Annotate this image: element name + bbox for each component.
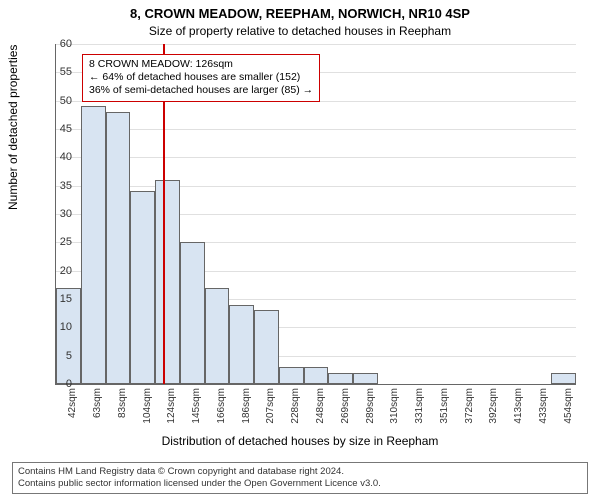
y-tick-label: 5 bbox=[52, 350, 72, 362]
y-tick-label: 50 bbox=[52, 95, 72, 107]
x-tick-label: 269sqm bbox=[340, 388, 351, 428]
x-tick-label: 63sqm bbox=[92, 388, 103, 428]
x-tick-label: 454sqm bbox=[563, 388, 574, 428]
x-tick-label: 104sqm bbox=[142, 388, 153, 428]
x-tick-label: 124sqm bbox=[166, 388, 177, 428]
x-tick-label: 289sqm bbox=[365, 388, 376, 428]
x-tick-label: 331sqm bbox=[414, 388, 425, 428]
x-tick-label: 433sqm bbox=[538, 388, 549, 428]
histogram-bar bbox=[180, 242, 205, 384]
histogram-bar bbox=[205, 288, 230, 384]
histogram-bar bbox=[279, 367, 304, 384]
x-tick-label: 310sqm bbox=[389, 388, 400, 428]
grid-line bbox=[56, 44, 576, 45]
chart-title: 8, CROWN MEADOW, REEPHAM, NORWICH, NR10 … bbox=[0, 6, 600, 21]
x-tick-label: 186sqm bbox=[241, 388, 252, 428]
x-tick-label: 372sqm bbox=[464, 388, 475, 428]
y-tick-label: 35 bbox=[52, 180, 72, 192]
x-tick-label: 351sqm bbox=[439, 388, 450, 428]
chart-subtitle: Size of property relative to detached ho… bbox=[0, 24, 600, 38]
annotation-line: 36% of semi-detached houses are larger (… bbox=[89, 84, 313, 97]
annotation-line: ← 64% of detached houses are smaller (15… bbox=[89, 71, 313, 84]
x-tick-label: 228sqm bbox=[290, 388, 301, 428]
annotation-line: 8 CROWN MEADOW: 126sqm bbox=[89, 58, 313, 71]
x-tick-label: 392sqm bbox=[488, 388, 499, 428]
y-tick-label: 15 bbox=[52, 293, 72, 305]
x-tick-label: 42sqm bbox=[67, 388, 78, 428]
histogram-bar bbox=[106, 112, 131, 384]
y-axis-label: Number of detached properties bbox=[6, 45, 20, 210]
footer-line: Contains public sector information licen… bbox=[18, 478, 582, 490]
grid-line bbox=[56, 186, 576, 187]
y-tick-label: 40 bbox=[52, 151, 72, 163]
y-tick-label: 20 bbox=[52, 265, 72, 277]
histogram-bar bbox=[254, 310, 279, 384]
attribution-footer: Contains HM Land Registry data © Crown c… bbox=[12, 462, 588, 494]
x-tick-label: 145sqm bbox=[191, 388, 202, 428]
y-tick-label: 30 bbox=[52, 208, 72, 220]
plot-area: 8 CROWN MEADOW: 126sqm← 64% of detached … bbox=[55, 44, 576, 385]
histogram-bar bbox=[130, 191, 155, 384]
grid-line bbox=[56, 129, 576, 130]
x-tick-label: 413sqm bbox=[513, 388, 524, 428]
property-annotation: 8 CROWN MEADOW: 126sqm← 64% of detached … bbox=[82, 54, 320, 101]
grid-line bbox=[56, 157, 576, 158]
histogram-bar bbox=[304, 367, 329, 384]
x-axis-label: Distribution of detached houses by size … bbox=[0, 434, 600, 448]
x-tick-label: 207sqm bbox=[265, 388, 276, 428]
x-tick-label: 166sqm bbox=[216, 388, 227, 428]
footer-line: Contains HM Land Registry data © Crown c… bbox=[18, 466, 582, 478]
y-tick-label: 45 bbox=[52, 123, 72, 135]
y-tick-label: 60 bbox=[52, 38, 72, 50]
y-tick-label: 55 bbox=[52, 66, 72, 78]
histogram-bar bbox=[81, 106, 106, 384]
histogram-bar bbox=[551, 373, 576, 384]
histogram-bar bbox=[229, 305, 254, 384]
x-tick-label: 248sqm bbox=[315, 388, 326, 428]
histogram-bar bbox=[353, 373, 378, 384]
histogram-bar bbox=[155, 180, 180, 384]
histogram-bar bbox=[328, 373, 353, 384]
y-tick-label: 10 bbox=[52, 321, 72, 333]
x-tick-label: 83sqm bbox=[117, 388, 128, 428]
y-tick-label: 25 bbox=[52, 236, 72, 248]
